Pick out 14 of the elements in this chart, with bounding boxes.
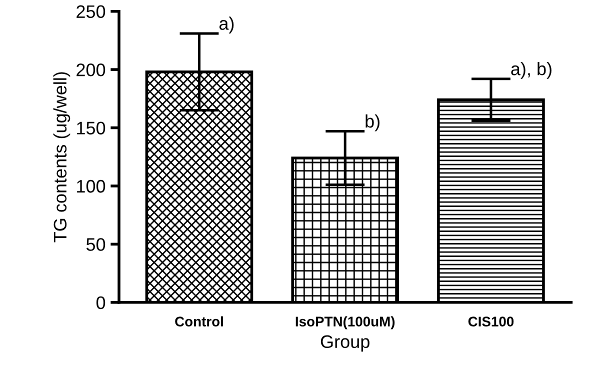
annotation: a), b): [511, 62, 552, 79]
y-axis-title: TG contents (ug/well): [53, 72, 70, 242]
x-tick-label: IsoPTN(100uM): [296, 316, 395, 330]
x-axis-title: Group: [320, 335, 370, 352]
y-tick-label: 100: [77, 180, 106, 193]
y-tick-label: 200: [76, 63, 106, 76]
x-tick-label: Control: [175, 316, 223, 326]
y-tick-label: 250: [76, 5, 106, 18]
y-tick-label: 50: [86, 238, 106, 251]
x-tick-label: CIS100: [468, 316, 514, 326]
annotation: a): [219, 16, 234, 34]
y-tick-label: 150: [77, 122, 106, 134]
y-tick-label: 0: [96, 296, 106, 310]
annotation: b): [366, 114, 380, 132]
